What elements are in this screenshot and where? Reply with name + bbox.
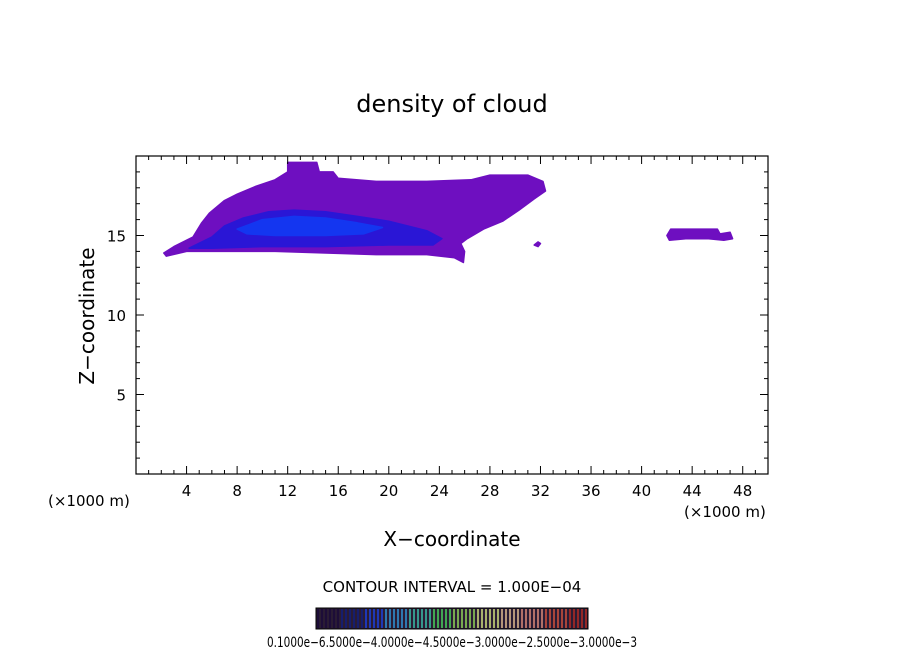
x-tick-label: 32 <box>531 482 550 500</box>
x-unit-left: (×1000 m) <box>48 492 130 510</box>
colorbar-labels: 0.1000e−6.5000e−4.0000e−4.5000e−3.0000e−… <box>267 635 637 651</box>
x-axis-label: X−coordinate <box>383 527 520 551</box>
y-tick-label: 10 <box>107 307 126 325</box>
cloud-region-core-cloud <box>236 215 384 237</box>
x-tick-label: 36 <box>581 482 600 500</box>
contour-interval: CONTOUR INTERVAL = 1.000E−04 <box>323 578 582 596</box>
chart-title: density of cloud <box>356 90 547 118</box>
x-tick-label: 48 <box>733 482 752 500</box>
y-tick-labels: 5 10 15 <box>107 228 126 405</box>
y-tick-label: 5 <box>116 387 126 405</box>
cloud-region-right-cloud <box>666 228 734 242</box>
cloud-region-small-cloud-31 <box>533 241 542 248</box>
y-axis-label: Z−coordinate <box>75 247 99 384</box>
x-tick-label: 4 <box>182 482 192 500</box>
x-tick-label: 16 <box>329 482 348 500</box>
x-tick-label: 28 <box>480 482 499 500</box>
colorbar-frame <box>315 607 589 630</box>
axis-ticks <box>136 156 768 474</box>
colorbar <box>316 608 589 629</box>
x-tick-label: 40 <box>632 482 651 500</box>
y-tick-label: 15 <box>107 228 126 246</box>
x-tick-label: 12 <box>278 482 297 500</box>
x-unit-right: (×1000 m) <box>684 503 766 521</box>
cloud-regions <box>163 161 734 264</box>
x-tick-labels: 4 8 12 16 20 24 28 32 36 40 44 48 <box>182 482 752 500</box>
x-tick-label: 24 <box>430 482 449 500</box>
x-tick-label: 8 <box>232 482 242 500</box>
x-tick-label: 20 <box>379 482 398 500</box>
x-tick-label: 44 <box>683 482 702 500</box>
